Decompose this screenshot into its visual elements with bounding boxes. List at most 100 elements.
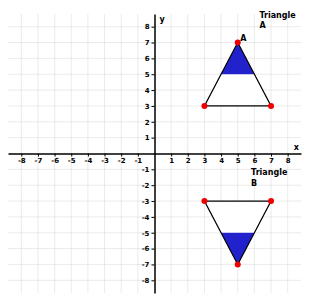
annotation: Triangle (259, 11, 296, 20)
axis-label: x (294, 143, 300, 152)
polygon-outline (204, 201, 271, 264)
tick-mark (152, 90, 155, 91)
tick: 4 (219, 154, 224, 166)
tick-mark (138, 154, 139, 157)
tick-mark (152, 58, 155, 59)
tick: 5 (145, 71, 155, 79)
vertex (235, 261, 241, 267)
tick: -1 (142, 166, 155, 174)
tick-label: 5 (236, 157, 241, 165)
tick: 2 (145, 119, 155, 127)
tick-mark (152, 280, 155, 281)
tick-label: 1 (145, 134, 150, 142)
tick: 1 (145, 134, 155, 142)
tick-mark (152, 249, 155, 250)
tick-mark (271, 154, 272, 157)
tick-label: -7 (35, 157, 43, 165)
chart: -8 -7 -6 -5 -4 -3 -2 -1 1 2 3 4 5 6 7 8 -8 -7 -6 -5 -4 -3 -2 -1… (0, 0, 311, 301)
vertex (268, 198, 274, 204)
vertex (201, 198, 207, 204)
polygon-outline (204, 43, 271, 106)
tick-label: 6 (252, 157, 257, 165)
tick-mark (204, 154, 205, 157)
tick: 1 (169, 154, 174, 166)
tick-mark (188, 154, 189, 157)
polygon (204, 201, 271, 233)
tick: -6 (142, 245, 155, 253)
tick: -8 (142, 277, 155, 285)
tick-mark (152, 217, 155, 218)
tick-label: -8 (142, 277, 150, 285)
tick: -3 (142, 198, 155, 206)
tick-mark (88, 154, 89, 157)
tick: -6 (51, 154, 59, 166)
tick-label: -6 (51, 157, 59, 165)
tick-label: -1 (142, 166, 150, 174)
vertex (268, 103, 274, 109)
tick-mark (105, 154, 106, 157)
tick-mark (152, 43, 155, 44)
tick-label: -4 (142, 214, 150, 222)
tick-label: 2 (186, 157, 191, 165)
annotation: B (251, 179, 257, 188)
tick-mark (152, 122, 155, 123)
tick-label: -5 (142, 230, 150, 238)
tick-label: 3 (145, 103, 150, 111)
tick-label: 4 (145, 87, 150, 95)
tick: 5 (236, 154, 241, 166)
tick: -4 (142, 214, 155, 222)
tick: -8 (18, 154, 26, 166)
tick: 8 (286, 154, 291, 166)
tick-label: -7 (142, 261, 150, 269)
tick: 2 (186, 154, 191, 166)
tick-label: 1 (169, 157, 174, 165)
tick-mark (152, 264, 155, 265)
tick-mark (152, 27, 155, 28)
tick-label: 7 (269, 157, 274, 165)
tick-label: 5 (145, 71, 150, 79)
polygon (204, 43, 271, 106)
tick-label: 6 (145, 55, 150, 63)
tick: -7 (35, 154, 43, 166)
tick-label: -3 (101, 157, 109, 165)
tick-mark (152, 201, 155, 202)
tick: 6 (252, 154, 257, 166)
tick-label: -5 (68, 157, 76, 165)
tick: 3 (203, 154, 208, 166)
tick: -7 (142, 261, 155, 269)
annotation: A (240, 34, 247, 43)
tick-mark (121, 154, 122, 157)
tick: -5 (142, 230, 155, 238)
tick: 7 (145, 39, 155, 47)
tick-label: -3 (142, 198, 150, 206)
tick: 4 (145, 87, 155, 95)
grid (8, 14, 301, 293)
axis-line (154, 15, 156, 294)
tick-label: -6 (142, 245, 150, 253)
tick-mark (152, 233, 155, 234)
tick-label: 7 (145, 39, 150, 47)
tick-mark (288, 154, 289, 157)
y-axis: -8 -7 -6 -5 -4 -3 -2 -1 1 2 3 4 5 6 7 8 (142, 15, 155, 294)
tick-mark (55, 154, 56, 157)
tick-label: -4 (85, 157, 93, 165)
tick: -2 (118, 154, 126, 166)
tick-label: 8 (145, 23, 150, 31)
tick-mark (21, 154, 22, 157)
tick-mark (171, 154, 172, 157)
tick-mark (152, 74, 155, 75)
tick: 8 (145, 23, 155, 31)
polygon (204, 74, 271, 106)
axis-label: y (160, 15, 166, 24)
tick-label: -2 (142, 182, 150, 190)
tick-mark (254, 154, 255, 157)
tick-label: 4 (219, 157, 224, 165)
tick: -5 (68, 154, 76, 166)
plot: -8 -7 -6 -5 -4 -3 -2 -1 1 2 3 4 5 6 7 8 -8 -7 -6 -5 -4 -3 -2 -1… (8, 11, 302, 294)
tick-mark (238, 154, 239, 157)
tick-label: -1 (134, 157, 142, 165)
tick: 3 (145, 103, 155, 111)
tick: -4 (85, 154, 93, 166)
tick-label: 8 (286, 157, 291, 165)
tick-mark (38, 154, 39, 157)
